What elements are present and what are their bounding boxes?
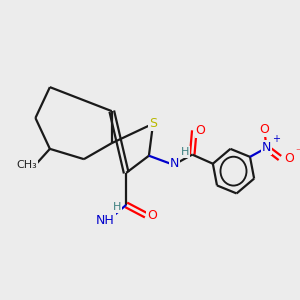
Text: +: + [272, 134, 280, 144]
Text: O: O [260, 123, 269, 136]
Text: O: O [196, 124, 206, 137]
Text: S: S [149, 117, 157, 130]
Text: NH: NH [96, 214, 115, 227]
Text: CH₃: CH₃ [17, 160, 38, 170]
Text: O: O [284, 152, 294, 164]
Text: H: H [113, 202, 121, 212]
Text: N: N [262, 141, 271, 154]
Text: H: H [181, 147, 189, 157]
Text: ⁻: ⁻ [295, 147, 300, 157]
Text: N: N [170, 157, 179, 170]
Text: O: O [147, 209, 157, 222]
